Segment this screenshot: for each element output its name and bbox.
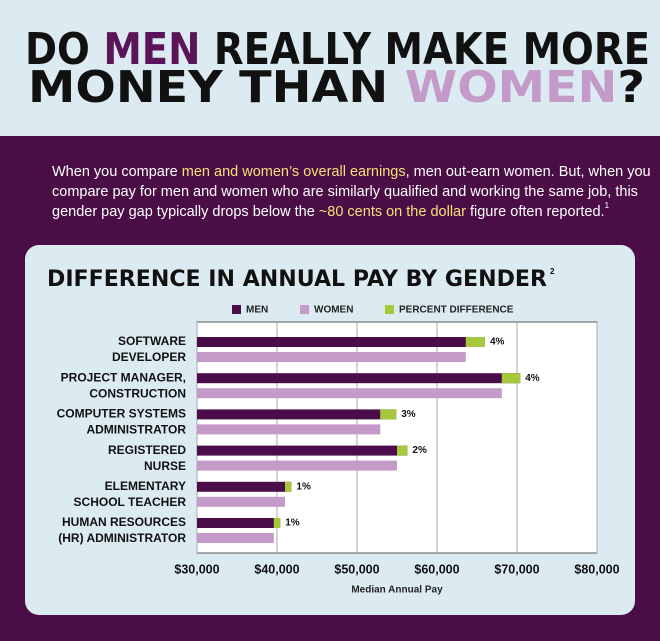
title-part: DO bbox=[25, 24, 103, 75]
men-bar bbox=[197, 445, 408, 456]
intro-line: gender pay gap typically drops below the… bbox=[52, 201, 610, 220]
women-bar bbox=[197, 424, 381, 435]
difference-bar bbox=[501, 373, 521, 384]
men-bar bbox=[197, 337, 485, 347]
category-label: ELEMENTARY bbox=[105, 479, 186, 493]
legend-label: MEN bbox=[246, 305, 268, 316]
category-label: SOFTWARE bbox=[118, 334, 186, 348]
intro-text: , men out-earn women. But, when you bbox=[406, 164, 651, 180]
category-label: (HR) ADMINISTRATOR bbox=[58, 531, 186, 545]
x-tick-label: $30,000 bbox=[174, 562, 219, 576]
category-label: COMPUTER SYSTEMS bbox=[57, 407, 186, 421]
difference-label: 4% bbox=[490, 337, 505, 348]
intro-line: compare pay for men and women who are si… bbox=[52, 184, 638, 200]
title-part: MEN bbox=[103, 24, 200, 75]
category-label: DEVELOPER bbox=[112, 350, 186, 364]
chart-title: DIFFERENCE IN ANNUAL PAY BY GENDER bbox=[47, 267, 547, 292]
footnote-mark: 1 bbox=[605, 201, 610, 210]
category-label: SCHOOL TEACHER bbox=[74, 495, 187, 509]
legend-label: WOMEN bbox=[314, 305, 353, 316]
category-label: REGISTERED bbox=[108, 443, 186, 457]
difference-bar bbox=[465, 337, 485, 347]
intro-highlight: men and women’s overall earnings bbox=[182, 164, 406, 180]
category-label: NURSE bbox=[144, 459, 186, 473]
difference-label: 2% bbox=[412, 445, 427, 456]
men-bar bbox=[197, 518, 281, 528]
men-bar bbox=[197, 373, 521, 384]
legend-swatch bbox=[300, 305, 309, 314]
category-label: ADMINISTRATOR bbox=[86, 423, 186, 437]
x-tick-label: $80,000 bbox=[574, 562, 619, 576]
women-bar bbox=[197, 533, 274, 543]
legend-swatch bbox=[232, 305, 241, 314]
intro-text: When you compare bbox=[52, 164, 182, 180]
difference-label: 1% bbox=[296, 481, 311, 492]
men-bar bbox=[197, 409, 397, 420]
difference-bar bbox=[273, 518, 281, 528]
difference-bar bbox=[380, 409, 397, 420]
difference-bar bbox=[285, 481, 292, 492]
intro-text: gender pay gap typically drops below the bbox=[52, 204, 319, 220]
difference-label: 1% bbox=[285, 518, 300, 529]
header-bg bbox=[0, 0, 660, 136]
intro-highlight: ~80 cents on the dollar bbox=[319, 204, 466, 220]
legend-label: PERCENT DIFFERENCE bbox=[399, 305, 514, 316]
x-tick-label: $60,000 bbox=[414, 562, 459, 576]
title-part: WOMEN bbox=[405, 62, 618, 113]
women-bar bbox=[197, 388, 502, 399]
intro-line: When you compare men and women’s overall… bbox=[52, 164, 651, 180]
difference-label: 3% bbox=[401, 409, 416, 420]
intro-text: figure often reported. bbox=[466, 204, 605, 220]
footnote-mark: 2 bbox=[550, 267, 555, 276]
women-bar bbox=[197, 496, 285, 507]
women-bar bbox=[197, 352, 466, 362]
title-line: DO MEN REALLY MAKE MORE bbox=[25, 24, 650, 75]
legend-swatch bbox=[385, 305, 394, 314]
men-bar bbox=[197, 481, 292, 492]
x-tick-label: $50,000 bbox=[334, 562, 379, 576]
difference-bar bbox=[397, 445, 408, 456]
women-bar bbox=[197, 460, 397, 471]
title-part: REALLY MAKE MORE bbox=[200, 24, 650, 75]
x-tick-label: $70,000 bbox=[494, 562, 539, 576]
title-part: MONEY THAN bbox=[28, 62, 405, 113]
x-tick-label: $40,000 bbox=[254, 562, 299, 576]
category-label: HUMAN RESOURCES bbox=[62, 515, 186, 529]
title-line: MONEY THAN WOMEN? bbox=[28, 62, 645, 113]
x-axis-label: Median Annual Pay bbox=[351, 585, 443, 596]
difference-label: 4% bbox=[525, 373, 540, 384]
category-label: PROJECT MANAGER, bbox=[61, 370, 186, 384]
title-part: ? bbox=[617, 62, 645, 113]
category-label: CONSTRUCTION bbox=[89, 386, 186, 400]
